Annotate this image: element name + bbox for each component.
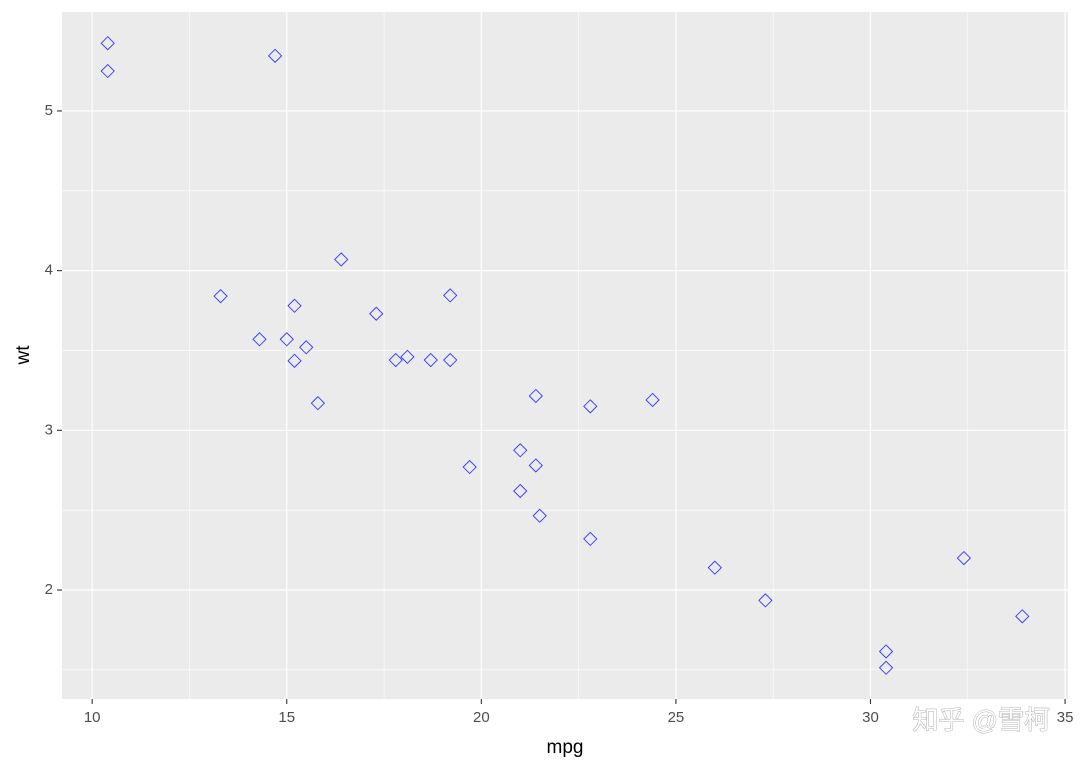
point xyxy=(956,550,972,566)
points xyxy=(100,36,1030,675)
point xyxy=(513,483,528,499)
point xyxy=(279,332,294,347)
point xyxy=(443,288,458,303)
point xyxy=(583,531,598,547)
x-tick-label: 35 xyxy=(1057,709,1074,726)
point xyxy=(252,332,267,347)
point xyxy=(513,443,528,458)
point xyxy=(583,399,598,414)
point xyxy=(878,644,894,659)
point xyxy=(758,593,773,608)
point xyxy=(1015,609,1030,624)
y-axis-title: wt xyxy=(13,345,34,366)
point xyxy=(528,388,543,404)
x-tick-label: 10 xyxy=(84,709,101,726)
point xyxy=(369,306,384,321)
point xyxy=(287,298,302,313)
point xyxy=(645,392,660,408)
point xyxy=(528,458,543,473)
watermark: 知乎 @雪柯 xyxy=(912,705,1050,735)
point xyxy=(878,660,894,675)
point xyxy=(400,349,415,365)
x-axis-title: mpg xyxy=(547,737,584,758)
point xyxy=(299,340,314,355)
y-tick-label: 5 xyxy=(45,102,53,119)
point xyxy=(100,63,115,79)
panel xyxy=(62,12,1068,699)
point xyxy=(707,560,722,575)
y-tick-label: 2 xyxy=(45,581,53,598)
point xyxy=(100,36,115,51)
point xyxy=(532,508,547,523)
x-tick-label: 20 xyxy=(473,709,490,726)
y-tick-label: 3 xyxy=(45,421,53,438)
point xyxy=(443,352,458,368)
x-tick-label: 30 xyxy=(862,709,879,726)
grid xyxy=(62,12,1068,699)
point xyxy=(334,252,349,267)
x-tick-label: 25 xyxy=(668,709,685,726)
y-tick-label: 4 xyxy=(45,262,53,279)
point xyxy=(462,459,477,475)
point xyxy=(388,352,403,368)
point xyxy=(213,289,228,304)
point xyxy=(287,353,302,368)
point xyxy=(423,352,438,368)
point xyxy=(310,396,326,411)
point xyxy=(267,48,283,63)
x-tick-label: 15 xyxy=(278,709,295,726)
